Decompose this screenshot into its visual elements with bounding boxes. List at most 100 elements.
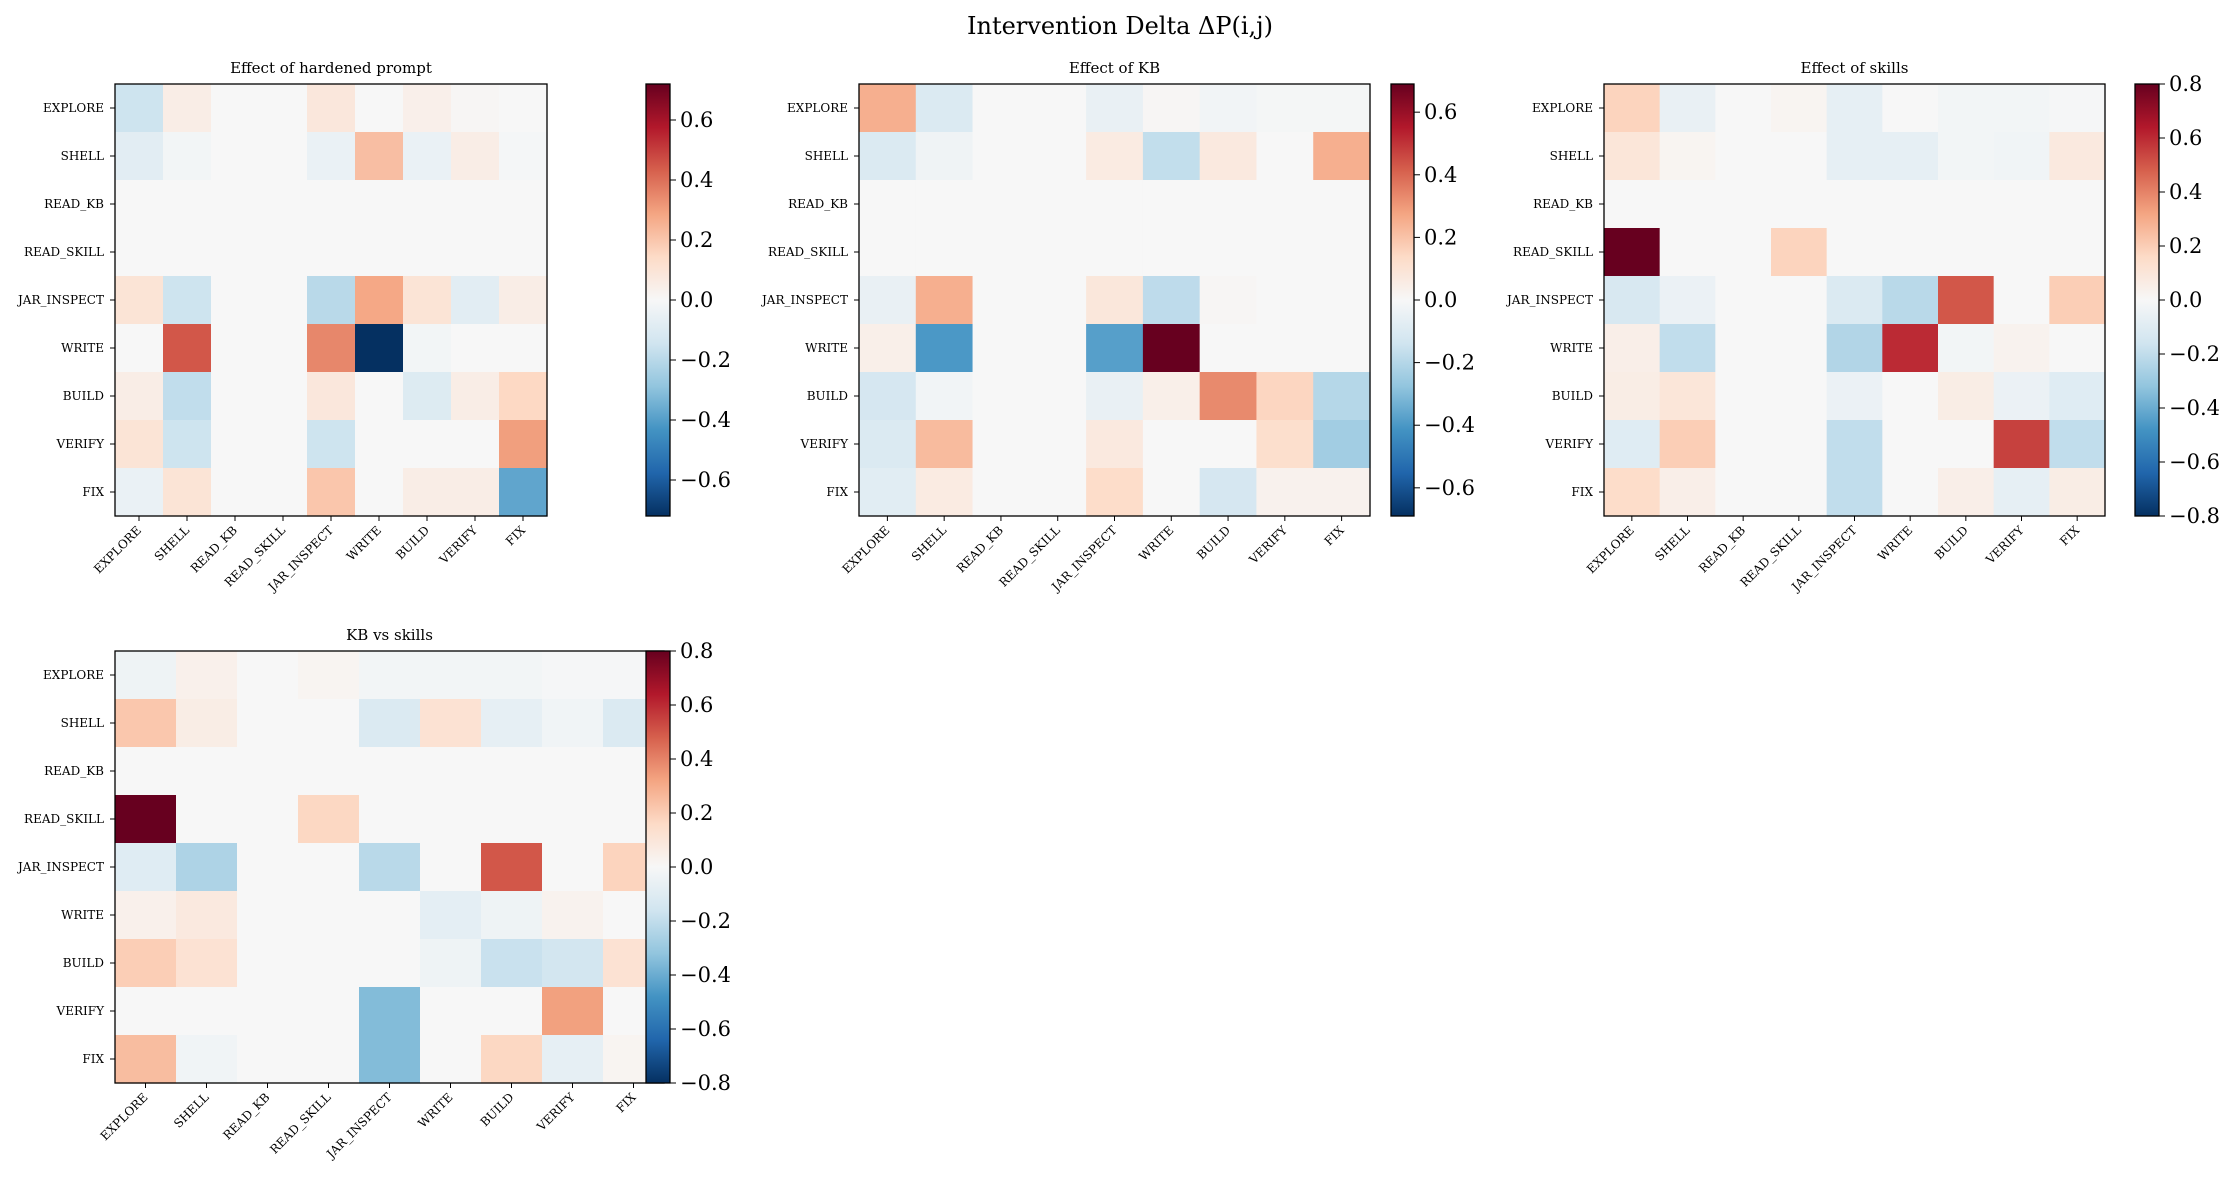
panel-2-cell <box>915 276 974 325</box>
panel-1-colorbar-tick-label: 0.6 <box>680 108 713 132</box>
panel-4-cell <box>115 651 177 700</box>
panel-3-cell <box>1882 228 1939 277</box>
panel-1-cell <box>499 324 548 373</box>
panel-2-cell <box>1256 324 1314 373</box>
panel-4-colorbar <box>646 651 670 1083</box>
panel-3-cell <box>1771 276 1828 325</box>
panel-3-cell <box>1993 84 2050 133</box>
panel-4-cell <box>481 747 543 796</box>
panel-1-row-label: READ_KB <box>44 197 104 211</box>
panel-4-cell <box>359 651 421 700</box>
panel-2-cell <box>1086 420 1144 469</box>
panel-2-cell <box>1086 276 1144 325</box>
panel-1-row-label: EXPLORE <box>43 101 104 115</box>
panel-2-cell <box>1029 132 1087 181</box>
panel-3-cell <box>1882 276 1939 325</box>
panel-3-cell <box>1715 84 1772 133</box>
panel-1-cell <box>115 324 164 373</box>
panel-3-cell <box>1771 228 1828 277</box>
panel-4-colorbar-tick-label: 0.6 <box>680 693 713 717</box>
panel-4-cell <box>237 987 299 1036</box>
panel-2-cell <box>859 276 917 325</box>
panel-4-cell <box>359 747 421 796</box>
panel-3-cell <box>1993 324 2050 373</box>
panel-4-cell <box>542 939 604 988</box>
panel-3-row-label: WRITE <box>1550 341 1593 355</box>
panel-3-cell <box>2049 132 2106 181</box>
panel-4-cell <box>481 843 543 892</box>
panel-1-cell <box>451 228 500 277</box>
panel-3-cell <box>1938 372 1995 421</box>
panel-1-title: Effect of hardened prompt <box>230 59 432 77</box>
panel-4-cell <box>298 747 360 796</box>
panel-1-cell <box>403 180 452 229</box>
panel-4-cell <box>176 1035 238 1084</box>
panel-1-cell <box>403 228 452 277</box>
panel-3-cell <box>1715 372 1772 421</box>
panel-4-cell <box>176 891 238 940</box>
panel-2-cell <box>915 420 974 469</box>
panel-2-cell <box>972 84 1030 133</box>
panel-2-cell <box>1086 132 1144 181</box>
panel-1-cell <box>499 132 548 181</box>
panel-4-cell <box>359 699 421 748</box>
panel-3-cell <box>1604 372 1661 421</box>
panel-1-cell <box>163 180 212 229</box>
panel-1-cell <box>211 276 260 325</box>
panel-4-cell <box>237 795 299 844</box>
panel-1-cell <box>307 228 356 277</box>
panel-4-cell <box>359 795 421 844</box>
panel-3-colorbar-tick-label: 0.6 <box>2169 126 2202 150</box>
panel-3-cell <box>1659 276 1716 325</box>
panel-1-row-label: WRITE <box>61 341 104 355</box>
panel-2-cell <box>1142 372 1201 421</box>
panel-4-cell <box>542 747 604 796</box>
panel-2-cell <box>1086 372 1144 421</box>
panel-1-cell <box>259 372 308 421</box>
panel-4-cell <box>481 939 543 988</box>
panel-4-colorbar-tick-label: −0.8 <box>680 1071 731 1095</box>
panel-3-cell <box>1604 228 1661 277</box>
panel-3-cell <box>1938 84 1995 133</box>
panel-4-cell <box>115 987 177 1036</box>
panel-3-cell <box>1938 180 1995 229</box>
panel-4-row-label: SHELL <box>61 716 104 730</box>
panel-2-cell <box>972 180 1030 229</box>
panel-4-cell <box>542 987 604 1036</box>
panel-4-row-label: FIX <box>82 1052 104 1066</box>
panel-4-cell <box>542 1035 604 1084</box>
panel-4-cell <box>420 987 482 1036</box>
panel-1-cell <box>211 132 260 181</box>
panel-4-cell <box>237 699 299 748</box>
panel-3-colorbar-tick-label: 0.4 <box>2169 180 2202 204</box>
panel-3-cell <box>1826 276 1883 325</box>
panel-4-cell <box>481 651 543 700</box>
panel-2-cell <box>915 468 974 517</box>
panel-3-cell <box>2049 84 2106 133</box>
panel-3-cell <box>1938 468 1995 517</box>
panel-2-cell <box>1256 276 1314 325</box>
panel-4-cell <box>298 795 360 844</box>
panel-1-cell <box>499 420 548 469</box>
panel-2-cell <box>1029 84 1087 133</box>
panel-2-colorbar-tick-label: 0.6 <box>1424 100 1457 124</box>
panel-2-cell <box>859 228 917 277</box>
panel-3-cell <box>1604 180 1661 229</box>
panel-1-cell <box>355 132 404 181</box>
panel-3-colorbar-tick-label: 0.2 <box>2169 234 2202 258</box>
panel-2-row-label: WRITE <box>805 341 848 355</box>
panel-3-cell <box>1882 420 1939 469</box>
panel-1-cell <box>211 372 260 421</box>
panel-1-row-label: JAR_INSPECT <box>16 293 104 307</box>
panel-3-cell <box>1826 228 1883 277</box>
panel-4-cell <box>298 891 360 940</box>
panel-3-row-label: READ_KB <box>1533 197 1593 211</box>
panel-1-row-label: READ_SKILL <box>24 245 104 259</box>
panel-3-cell <box>1659 468 1716 517</box>
panel-2-cell <box>1199 228 1258 277</box>
panel-1-cell <box>355 372 404 421</box>
panel-4-cell <box>176 987 238 1036</box>
panel-1-cell <box>163 84 212 133</box>
panel-4-cell <box>298 651 360 700</box>
panel-4-cell <box>542 651 604 700</box>
